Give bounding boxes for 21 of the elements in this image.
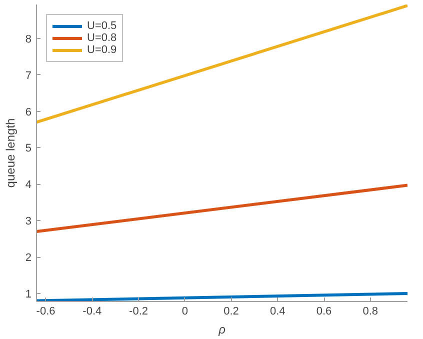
x-tick-label: -0.4 (82, 306, 102, 318)
y-tick-label: 2 (25, 252, 32, 264)
y-tick-label: 6 (25, 106, 32, 118)
y-tick-label: 7 (25, 70, 32, 82)
x-tick-label: -0.6 (36, 306, 56, 318)
x-tick-label: 0.4 (270, 306, 286, 318)
legend-label: U=0.9 (87, 44, 117, 56)
x-axis-title: ρ (218, 322, 226, 336)
legend-label: U=0.8 (87, 32, 117, 44)
x-tick-label: 0.8 (362, 306, 378, 318)
y-tick-label: 5 (25, 142, 32, 155)
x-tick-label: 0 (182, 306, 188, 318)
y-axis-title: queue length (3, 118, 18, 188)
y-tick-label: 1 (25, 288, 32, 300)
x-tick-label: -0.2 (129, 306, 148, 318)
x-tick-label: 0.6 (316, 306, 332, 318)
legend-label: U=0.5 (87, 20, 117, 32)
x-tick-label: 0.2 (224, 306, 239, 318)
y-tick-label: 3 (25, 216, 32, 228)
y-tick-label: 8 (25, 33, 32, 46)
y-tick-label: 4 (25, 179, 32, 192)
